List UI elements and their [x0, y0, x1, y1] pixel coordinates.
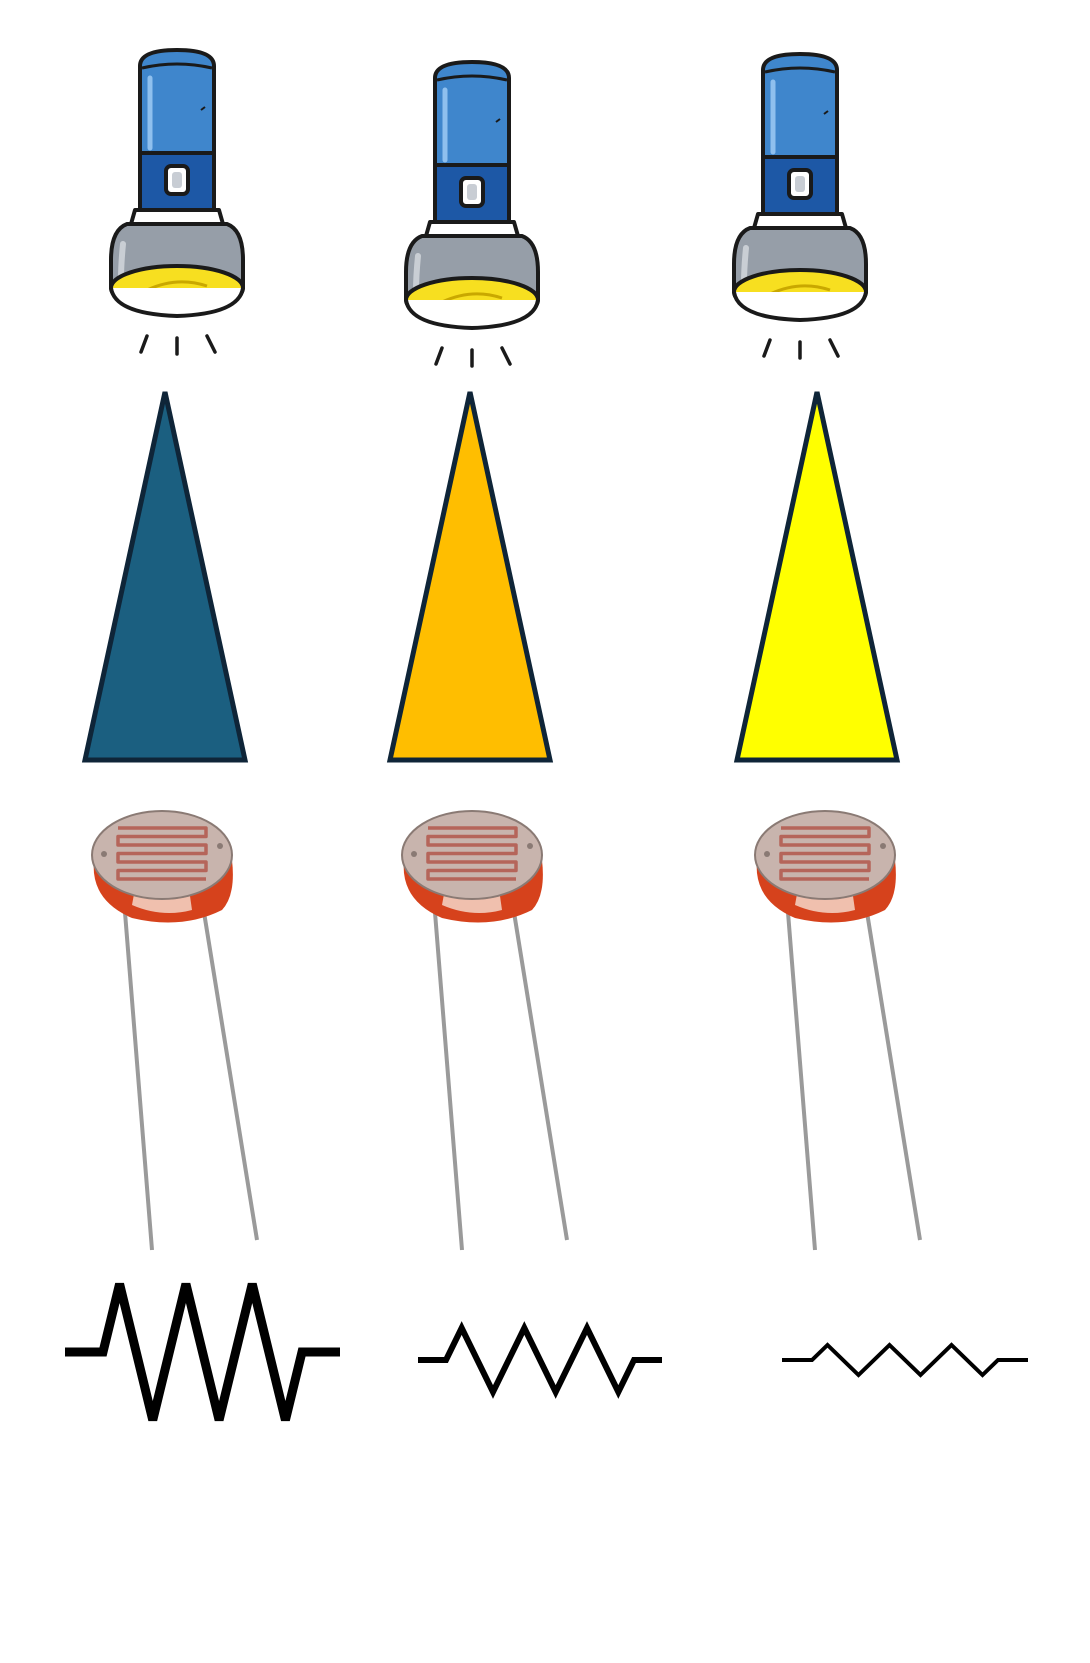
- flashlight-rim: [109, 287, 245, 318]
- resistor-symbol: [418, 1321, 662, 1399]
- flashlight-rim: [732, 291, 868, 322]
- column-dim-light: [65, 48, 340, 1422]
- light-beam-triangle: [386, 391, 554, 763]
- ldr-track: [426, 826, 518, 881]
- ldr-lead-left: [122, 899, 154, 1251]
- ldr-lead-right: [863, 899, 922, 1241]
- light-ray: [762, 338, 772, 358]
- column-bright-light: [732, 52, 1028, 1378]
- photoresistor-icon: [401, 810, 569, 1251]
- ldr-lead-right: [510, 899, 569, 1241]
- flashlight-icon: [732, 52, 868, 360]
- light-beam-triangle: [733, 391, 901, 763]
- photoresistor-icon: [91, 810, 259, 1251]
- light-ray: [828, 338, 840, 358]
- ldr-lead-left: [432, 899, 464, 1251]
- flashlight-rim: [404, 299, 540, 330]
- light-ray: [139, 334, 149, 354]
- ldr-track: [779, 826, 871, 881]
- flashlight-icon: [109, 48, 245, 356]
- photoresistor-icon: [754, 810, 922, 1251]
- light-ray: [205, 334, 217, 354]
- resistor-symbol: [65, 1282, 340, 1422]
- light-beam-triangle: [81, 391, 249, 763]
- flashlight-body: [138, 48, 216, 160]
- flashlight-body: [761, 52, 839, 164]
- flashlight-icon: [404, 60, 540, 368]
- flashlight-body: [433, 60, 511, 172]
- light-ray: [500, 346, 512, 366]
- column-medium-light: [386, 60, 662, 1399]
- flashlight-collar: [129, 208, 225, 226]
- ldr-lead-left: [785, 899, 817, 1251]
- resistor-symbol: [782, 1342, 1028, 1378]
- flashlight-collar: [424, 220, 520, 238]
- ldr-lead-right: [200, 899, 259, 1241]
- ldr-track: [116, 826, 208, 881]
- light-ray: [434, 346, 444, 366]
- flashlight-collar: [752, 212, 848, 230]
